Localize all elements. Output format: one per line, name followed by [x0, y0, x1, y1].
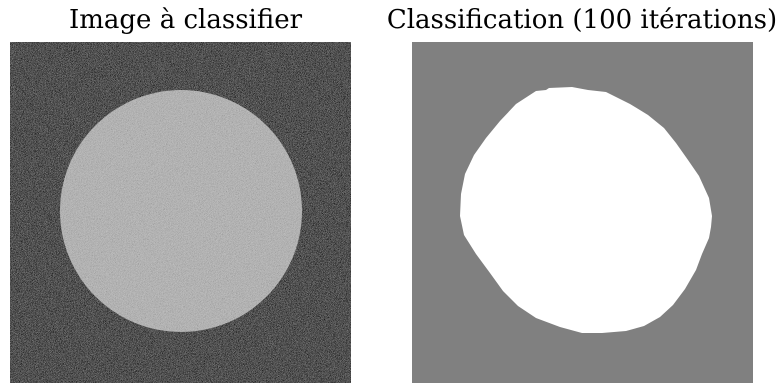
classified-disk-region — [460, 87, 712, 333]
noisy-image — [10, 42, 351, 383]
right-panel-title: Classification (100 itérations) — [386, 5, 778, 35]
noisy-image-panel — [10, 42, 351, 383]
left-panel-title: Image à classifier — [68, 5, 303, 35]
classification-image — [412, 42, 753, 383]
classification-panel — [412, 42, 753, 383]
noisy-disk — [60, 90, 302, 332]
